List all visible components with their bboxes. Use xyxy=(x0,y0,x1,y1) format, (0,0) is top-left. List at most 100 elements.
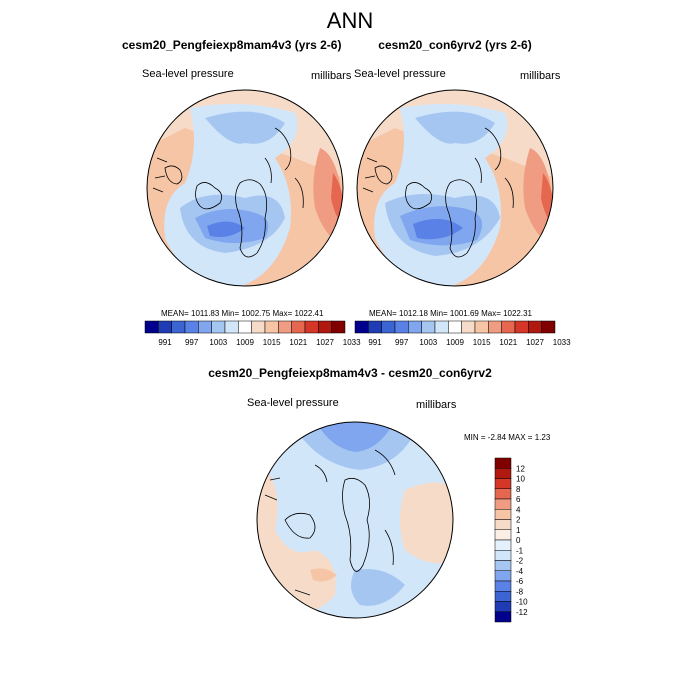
colorbar-swatch xyxy=(494,601,512,612)
panel1-left-label: Sea-level pressure xyxy=(142,68,234,80)
colorbar-swatch xyxy=(171,320,186,334)
colorbar-label: 991 xyxy=(368,338,382,347)
colorbar-label: -1 xyxy=(516,546,524,555)
colorbar-label: 8 xyxy=(516,485,521,494)
panel1-map xyxy=(146,89,344,287)
colorbar-swatch xyxy=(381,320,396,334)
map-border xyxy=(356,89,554,287)
colorbar-label: 4 xyxy=(516,505,521,514)
panel2-colorbar: 991 997 1003 1009 1015 1021 1027 1033 xyxy=(354,320,571,347)
colorbar-label: -12 xyxy=(516,608,528,617)
colorbar-swatch xyxy=(354,320,369,334)
colorbar-label: 1021 xyxy=(289,338,307,347)
colorbar-swatch xyxy=(494,529,512,541)
coastline xyxy=(374,165,393,185)
colorbar-swatch xyxy=(541,320,556,334)
panel1-title: cesm20_Pengfeiexp8mam4v3 (yrs 2-6) xyxy=(122,38,342,52)
colorbar-swatch xyxy=(158,320,172,334)
diff-title: cesm20_Pengfeiexp8mam4v3 - cesm20_con6yr… xyxy=(208,366,492,380)
pressure-field xyxy=(400,482,453,564)
colorbar-swatch xyxy=(494,580,512,592)
colorbar-label: 1015 xyxy=(473,338,491,347)
colorbar-label: 10 xyxy=(516,475,525,484)
colorbar-label: 1033 xyxy=(553,338,571,347)
colorbar-swatch xyxy=(304,320,319,334)
diff-right-label: millibars xyxy=(416,399,457,411)
colorbar-swatch xyxy=(318,320,332,334)
coastline xyxy=(195,182,223,210)
figure-title: ANN xyxy=(326,8,374,33)
colorbar-label: 1033 xyxy=(343,338,361,347)
colorbar-swatch xyxy=(528,320,542,334)
colorbar-swatch xyxy=(494,570,512,582)
colorbar-labels: 991 997 1003 1009 1015 1021 1027 1033 xyxy=(368,338,571,347)
colorbar-swatch xyxy=(224,320,239,334)
coastline xyxy=(152,157,168,193)
panel2-map xyxy=(356,89,554,287)
panel1-stats: MEAN= 1011.83 Min= 1002.75 Max= 1022.41 xyxy=(161,309,324,318)
panel2-title: cesm20_con6yrv2 (yrs 2-6) xyxy=(378,38,532,52)
diff-left-label: Sea-level pressure xyxy=(247,397,339,409)
colorbar-swatch xyxy=(494,488,512,500)
coastline xyxy=(264,127,304,209)
colorbar-label: -2 xyxy=(516,557,524,566)
colorbar-label: -8 xyxy=(516,587,524,596)
coastline xyxy=(445,179,478,258)
colorbar-swatches xyxy=(494,457,512,623)
colorbar-swatch xyxy=(494,539,512,551)
colorbar-swatch xyxy=(494,478,512,489)
panel1-right-label: millibars xyxy=(311,70,352,82)
colorbar-label: 1003 xyxy=(419,338,437,347)
colorbar-swatch xyxy=(514,320,529,334)
colorbar-label: -10 xyxy=(516,598,528,607)
colorbar-label: 1 xyxy=(516,526,521,535)
colorbar-swatch xyxy=(238,320,252,334)
colorbar-swatch xyxy=(494,468,512,479)
colorbar-swatch xyxy=(278,320,292,334)
colorbar-labels: 991 997 1003 1009 1015 1021 1027 1033 xyxy=(158,338,361,347)
colorbar-swatch xyxy=(474,320,489,334)
pressure-field xyxy=(351,569,405,606)
colorbar-label: 997 xyxy=(185,338,199,347)
diff-stats: MIN = -2.84 MAX = 1.23 xyxy=(464,433,551,442)
pressure-field xyxy=(413,218,463,240)
coastline xyxy=(405,182,433,210)
pressure-field xyxy=(310,568,337,582)
map-border xyxy=(146,89,344,287)
pressure-field xyxy=(205,111,285,144)
colorbar-swatch xyxy=(331,320,346,334)
colorbar-label: 997 xyxy=(395,338,409,347)
colorbar-swatch xyxy=(461,320,476,334)
colorbar-label: 991 xyxy=(158,338,172,347)
colorbar-label: 6 xyxy=(516,495,521,504)
colorbar-swatch xyxy=(251,320,266,334)
colorbar-swatch xyxy=(494,457,512,469)
colorbar-label: 1021 xyxy=(499,338,517,347)
colorbar-label: 12 xyxy=(516,464,525,473)
coastline xyxy=(264,477,311,596)
colorbar-label: 2 xyxy=(516,516,521,525)
colorbar-swatch xyxy=(494,519,512,530)
colorbar-swatch xyxy=(408,320,422,334)
coastline xyxy=(284,512,316,539)
colorbar-swatch xyxy=(394,320,409,334)
panel2-right-label: millibars xyxy=(520,70,561,82)
colorbar-label: 1015 xyxy=(263,338,281,347)
colorbar-label: 0 xyxy=(516,536,521,545)
colorbar-label: 1027 xyxy=(316,338,334,347)
panel1-colorbar: 991 997 1003 1009 1015 1021 1027 1033 xyxy=(144,320,361,347)
coastline xyxy=(164,165,183,185)
coastline xyxy=(474,127,514,209)
colorbar-swatch xyxy=(368,320,382,334)
colorbar-swatch xyxy=(494,498,512,510)
colorbar-swatch xyxy=(211,320,226,334)
colorbar-swatch xyxy=(184,320,199,334)
colorbar-label: 1003 xyxy=(209,338,227,347)
colorbar-swatch xyxy=(494,611,512,623)
pressure-field xyxy=(315,422,395,452)
colorbar-swatch xyxy=(501,320,516,334)
colorbar-swatches xyxy=(144,320,346,334)
colorbar-swatch xyxy=(488,320,502,334)
